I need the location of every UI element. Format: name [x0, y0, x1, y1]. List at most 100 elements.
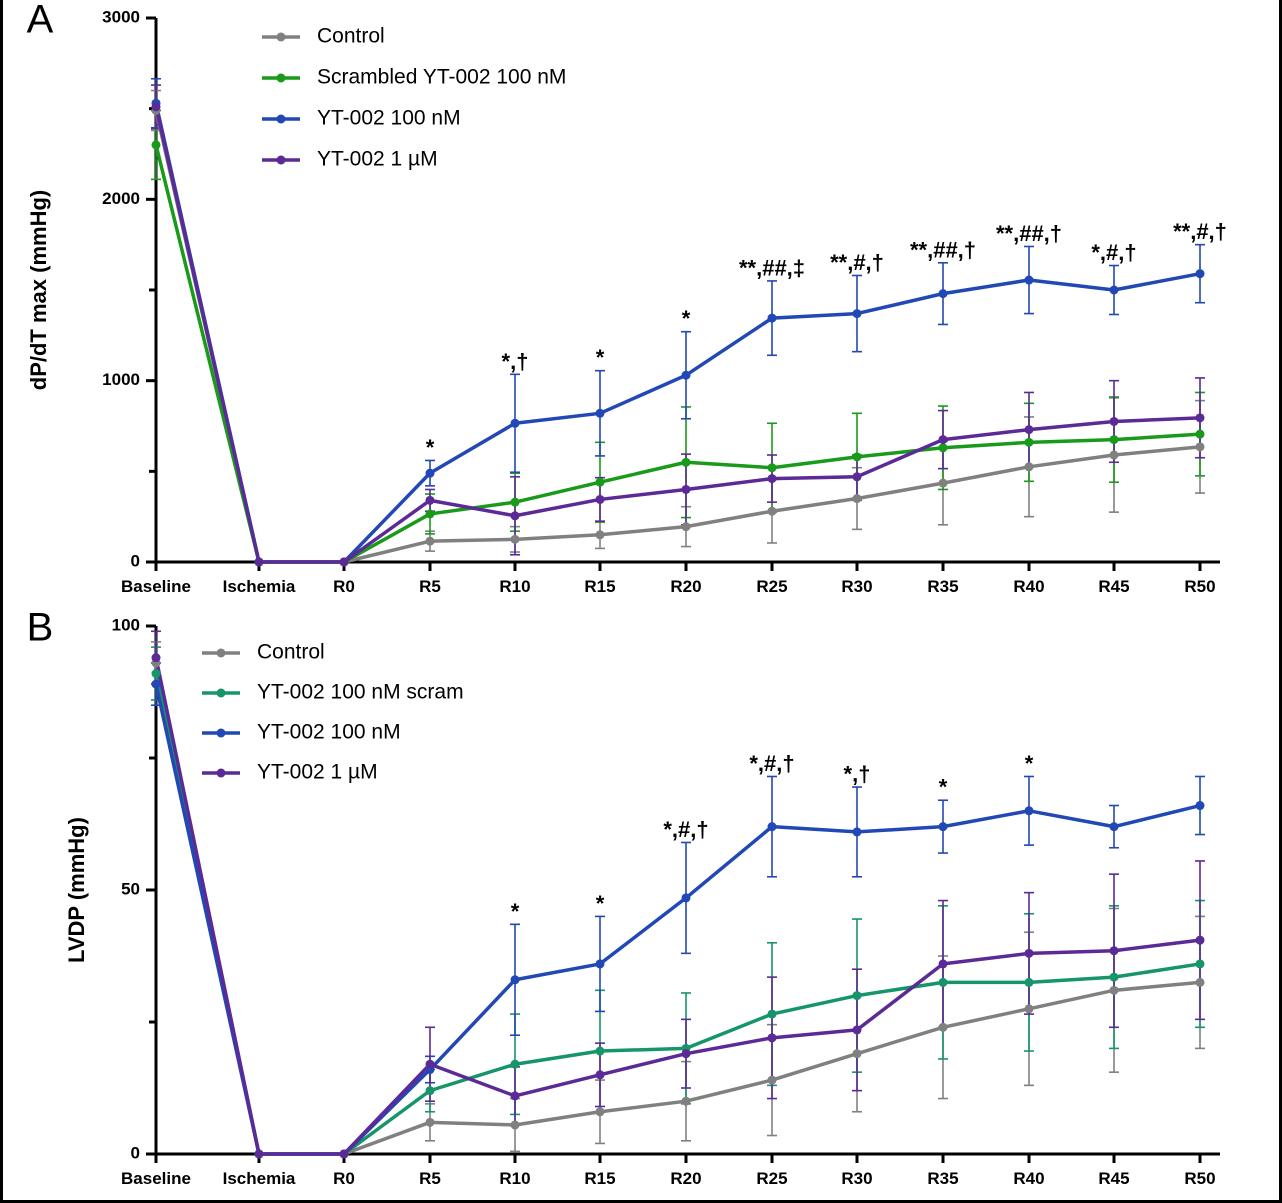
x-tick-label: R50 [1184, 577, 1215, 596]
data-point [339, 1149, 349, 1159]
significance-annotation: **,##,† [910, 237, 976, 262]
data-point [1024, 275, 1034, 285]
x-tick-label: R30 [841, 1169, 872, 1188]
legend-entry: Scrambled YT-002 100 nM [262, 66, 566, 89]
data-point [681, 522, 691, 532]
data-point [1195, 935, 1205, 945]
x-tick-label: R45 [1098, 1169, 1129, 1188]
x-tick-label: R40 [1013, 1169, 1044, 1188]
data-point [1109, 946, 1119, 956]
y-tick-label: 0 [131, 551, 140, 570]
data-point [1109, 972, 1119, 982]
legend-label: Scrambled YT-002 100 nM [317, 66, 566, 89]
data-point [151, 653, 161, 663]
legend-swatch-marker [216, 768, 226, 778]
legend-swatch-marker [276, 73, 286, 83]
data-point [767, 313, 777, 323]
legend-label: YT-002 100 nM [317, 107, 461, 130]
significance-annotation: **,##,† [996, 221, 1062, 246]
x-tick-label: R5 [419, 577, 441, 596]
significance-annotation: **,#,† [1173, 219, 1227, 244]
significance-annotation: * [1025, 751, 1034, 776]
y-axis-label: dP/dT max (mmHg) [26, 190, 51, 390]
data-point [1024, 948, 1034, 958]
data-point [151, 679, 161, 689]
legend-entry: Control [202, 641, 325, 664]
legend-entry: YT-002 100 nM scram [202, 681, 464, 704]
data-point [595, 1107, 605, 1117]
data-point [852, 494, 862, 504]
data-point [767, 506, 777, 516]
legend-swatch-marker [216, 688, 226, 698]
x-tick-label: Ischemia [223, 1169, 296, 1188]
data-point [852, 309, 862, 319]
data-point [151, 102, 161, 112]
data-point [767, 1009, 777, 1019]
legend-entry: YT-002 100 nM [262, 107, 461, 130]
data-point [595, 477, 605, 487]
significance-annotation: *,#,† [749, 751, 794, 776]
data-point [1195, 801, 1205, 811]
legend-label: YT-002 1 µM [317, 148, 438, 171]
x-tick-label: R35 [927, 577, 958, 596]
data-point [681, 1096, 691, 1106]
significance-annotation: **,#,† [830, 250, 884, 275]
y-tick-label: 3000 [102, 7, 140, 26]
series-0 [151, 89, 1205, 553]
significance-annotation: * [426, 435, 435, 460]
data-point [938, 289, 948, 299]
data-point [510, 1059, 520, 1069]
data-point [852, 452, 862, 462]
data-point [938, 435, 948, 445]
significance-annotation: *,#,† [1091, 240, 1136, 265]
data-point [1024, 1004, 1034, 1014]
data-point [938, 443, 948, 453]
x-tick-label: R25 [756, 1169, 787, 1188]
data-point [425, 1086, 435, 1096]
legend-swatch-marker [216, 728, 226, 738]
data-point [938, 478, 948, 488]
data-point [510, 534, 520, 544]
significance-annotation: **,##,‡ [739, 255, 805, 280]
x-tick-label: R40 [1013, 577, 1044, 596]
data-point [1109, 450, 1119, 460]
x-tick-label: R20 [670, 577, 701, 596]
legend-entry: Control [262, 25, 385, 48]
x-tick-label: R0 [333, 1169, 355, 1188]
y-axis-label: LVDP (mmHg) [64, 817, 89, 963]
series-line [154, 683, 1201, 1156]
data-point [1109, 822, 1119, 832]
data-point [1109, 285, 1119, 295]
data-point [595, 530, 605, 540]
y-tick-label: 2000 [102, 189, 140, 208]
data-point [1024, 425, 1034, 435]
data-point [1109, 985, 1119, 995]
significance-annotation: * [939, 775, 948, 800]
data-point [852, 1025, 862, 1035]
data-point [1024, 437, 1034, 447]
data-point [425, 468, 435, 478]
data-point [767, 474, 777, 484]
series-1 [151, 646, 1205, 1116]
significance-annotation: *,#,† [663, 817, 708, 842]
x-tick-label: R45 [1098, 577, 1129, 596]
legend-label: Control [257, 641, 325, 664]
data-point [767, 463, 777, 473]
data-point [595, 494, 605, 504]
data-point [1024, 977, 1034, 987]
series-line [154, 110, 1201, 564]
x-tick-label: R20 [670, 1169, 701, 1188]
legend-label: YT-002 100 nM [257, 721, 401, 744]
data-point [938, 822, 948, 832]
legend-label: Control [317, 25, 385, 48]
x-tick-label: R50 [1184, 1169, 1215, 1188]
y-tick-label: 50 [121, 879, 140, 898]
chart-panel-a: A 0 1000 2000 3000 Baseline Ischemia R0 R5 R10 R15… [26, 0, 1227, 596]
series-3 [151, 630, 1205, 1126]
significance-annotation: *,† [844, 762, 871, 787]
data-point [1195, 959, 1205, 969]
data-point [1195, 977, 1205, 987]
x-tick-label: R10 [499, 1169, 530, 1188]
